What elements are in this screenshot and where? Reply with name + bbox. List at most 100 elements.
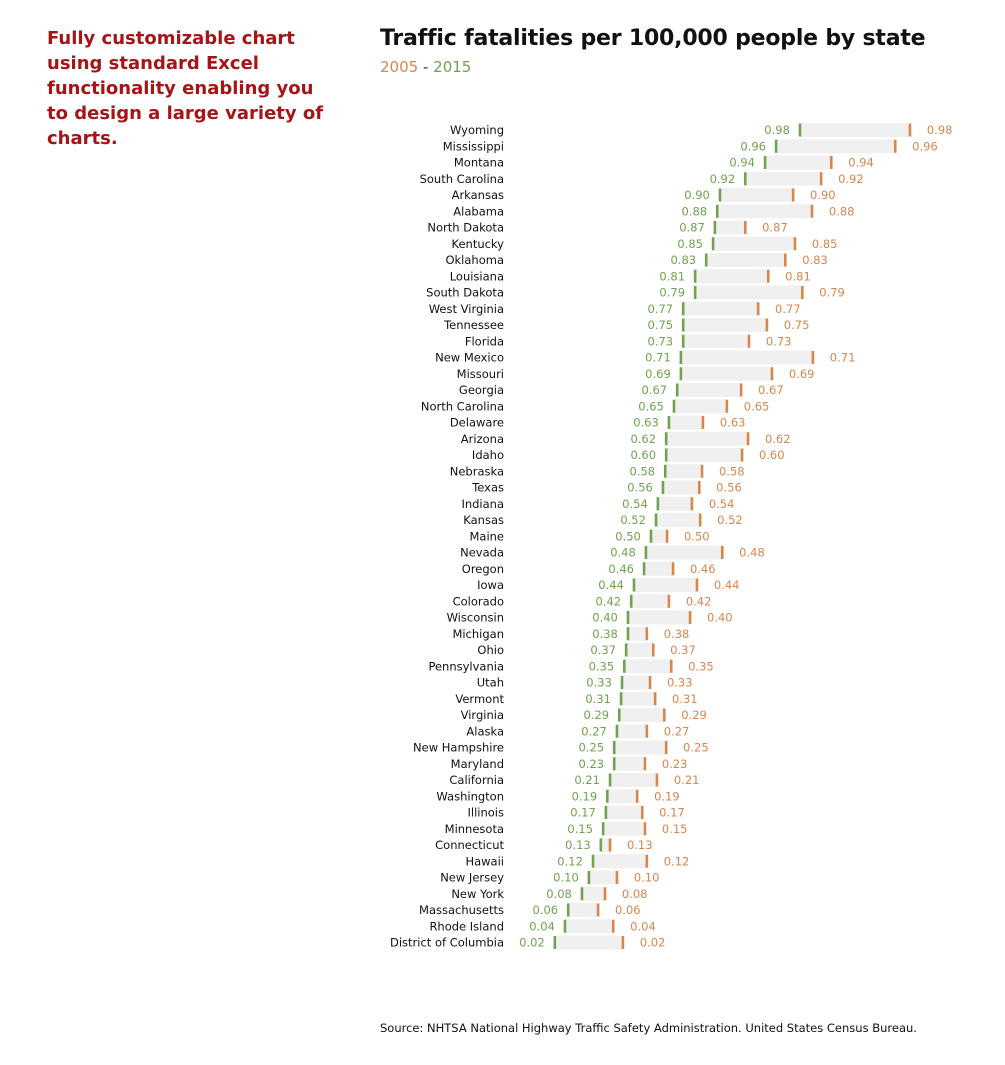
value-label-2015: 0.35	[589, 659, 615, 673]
marker-2015	[601, 822, 605, 836]
value-label-2005: 0.46	[690, 562, 716, 576]
state-label: California	[449, 773, 504, 787]
state-label: Maine	[469, 529, 504, 543]
value-label-2005: 0.40	[707, 611, 733, 625]
value-label-2005: 0.98	[927, 123, 953, 137]
marker-2015	[681, 334, 685, 348]
marker-2005	[743, 221, 747, 234]
value-label-2015: 0.69	[645, 367, 671, 381]
value-label-2005: 0.92	[838, 172, 864, 186]
marker-2005	[690, 497, 694, 511]
range-bar	[592, 854, 647, 869]
marker-2015	[649, 529, 653, 543]
marker-2015	[679, 367, 683, 381]
marker-2005	[747, 334, 751, 348]
marker-2005	[784, 253, 787, 267]
range-bar	[633, 578, 697, 592]
marker-2015	[620, 676, 624, 689]
range-bar	[624, 659, 672, 674]
range-bar	[714, 220, 746, 235]
state-label: Wisconsin	[447, 611, 504, 625]
marker-2005	[739, 383, 743, 397]
marker-2005	[756, 302, 760, 316]
value-label-2005: 0.87	[762, 221, 788, 235]
value-label-2015: 0.38	[592, 627, 618, 641]
marker-2005	[697, 481, 701, 494]
value-label-2005: 0.50	[684, 529, 710, 543]
marker-2005	[720, 546, 724, 559]
marker-2005	[765, 318, 769, 332]
value-label-2005: 0.23	[662, 757, 688, 771]
value-label-2015: 0.98	[764, 123, 790, 137]
marker-2015	[654, 513, 658, 527]
range-bar	[620, 691, 656, 706]
value-label-2005: 0.42	[686, 594, 712, 608]
state-label: Ohio	[477, 643, 504, 657]
marker-2005	[603, 887, 607, 901]
value-label-2015: 0.40	[592, 611, 618, 625]
value-label-2005: 0.48	[739, 546, 765, 560]
value-label-2005: 0.13	[627, 838, 653, 852]
state-label: Idaho	[472, 448, 504, 462]
value-label-2005: 0.52	[717, 513, 743, 527]
value-label-2005: 0.35	[688, 659, 714, 673]
range-bar	[554, 935, 623, 950]
value-label-2015: 0.15	[567, 822, 593, 836]
value-label-2015: 0.13	[565, 838, 591, 852]
marker-2005	[810, 204, 814, 218]
marker-2005	[655, 773, 659, 787]
marker-2015	[553, 936, 557, 949]
value-label-2015: 0.27	[581, 724, 607, 738]
chart-subtitle: 2005 - 2015	[380, 58, 471, 76]
value-label-2005: 0.12	[664, 854, 690, 868]
state-label: Delaware	[450, 416, 504, 430]
range-bar	[600, 838, 610, 852]
marker-2005	[643, 822, 647, 836]
state-label: Rhode Island	[429, 919, 504, 933]
value-label-2015: 0.02	[519, 936, 545, 950]
range-bar	[643, 561, 673, 576]
range-bar	[719, 188, 794, 202]
range-bar	[607, 789, 638, 804]
value-label-2015: 0.50	[615, 529, 641, 543]
marker-2005	[664, 741, 668, 754]
value-label-2015: 0.60	[630, 448, 656, 462]
marker-2015	[624, 643, 628, 657]
value-label-2005: 0.85	[812, 237, 838, 251]
marker-2005	[698, 513, 702, 527]
range-bar	[568, 903, 598, 917]
range-bar	[650, 529, 667, 544]
value-label-2015: 0.63	[633, 416, 659, 430]
state-label: Michigan	[452, 627, 504, 641]
state-label: Iowa	[477, 578, 504, 592]
marker-2005	[648, 676, 652, 689]
state-label: New Mexico	[435, 351, 504, 365]
marker-2005	[688, 611, 692, 624]
range-bar	[616, 724, 647, 739]
marker-2015	[715, 204, 719, 218]
value-label-2005: 0.65	[744, 399, 770, 413]
state-label: District of Columbia	[390, 936, 504, 950]
state-label: Georgia	[459, 383, 504, 397]
value-label-2015: 0.10	[553, 871, 579, 885]
state-label: Nevada	[460, 546, 504, 560]
marker-2015	[664, 432, 668, 446]
legend-separator: -	[422, 58, 429, 76]
range-bar	[683, 334, 749, 349]
marker-2005	[740, 448, 744, 462]
marker-2015	[798, 123, 802, 137]
value-label-2005: 0.90	[810, 188, 836, 202]
state-label: Alabama	[453, 204, 504, 218]
marker-2005	[651, 643, 655, 657]
marker-2005	[770, 367, 774, 381]
range-bar	[619, 708, 665, 722]
value-label-2005: 0.06	[615, 903, 641, 917]
state-label: Alaska	[466, 724, 504, 738]
state-label: North Carolina	[421, 399, 504, 413]
range-bar	[631, 594, 669, 609]
range-bar	[680, 366, 772, 381]
value-label-2015: 0.04	[529, 919, 555, 933]
value-label-2015: 0.17	[570, 806, 596, 820]
marker-2005	[615, 871, 619, 884]
marker-2015	[604, 806, 608, 819]
